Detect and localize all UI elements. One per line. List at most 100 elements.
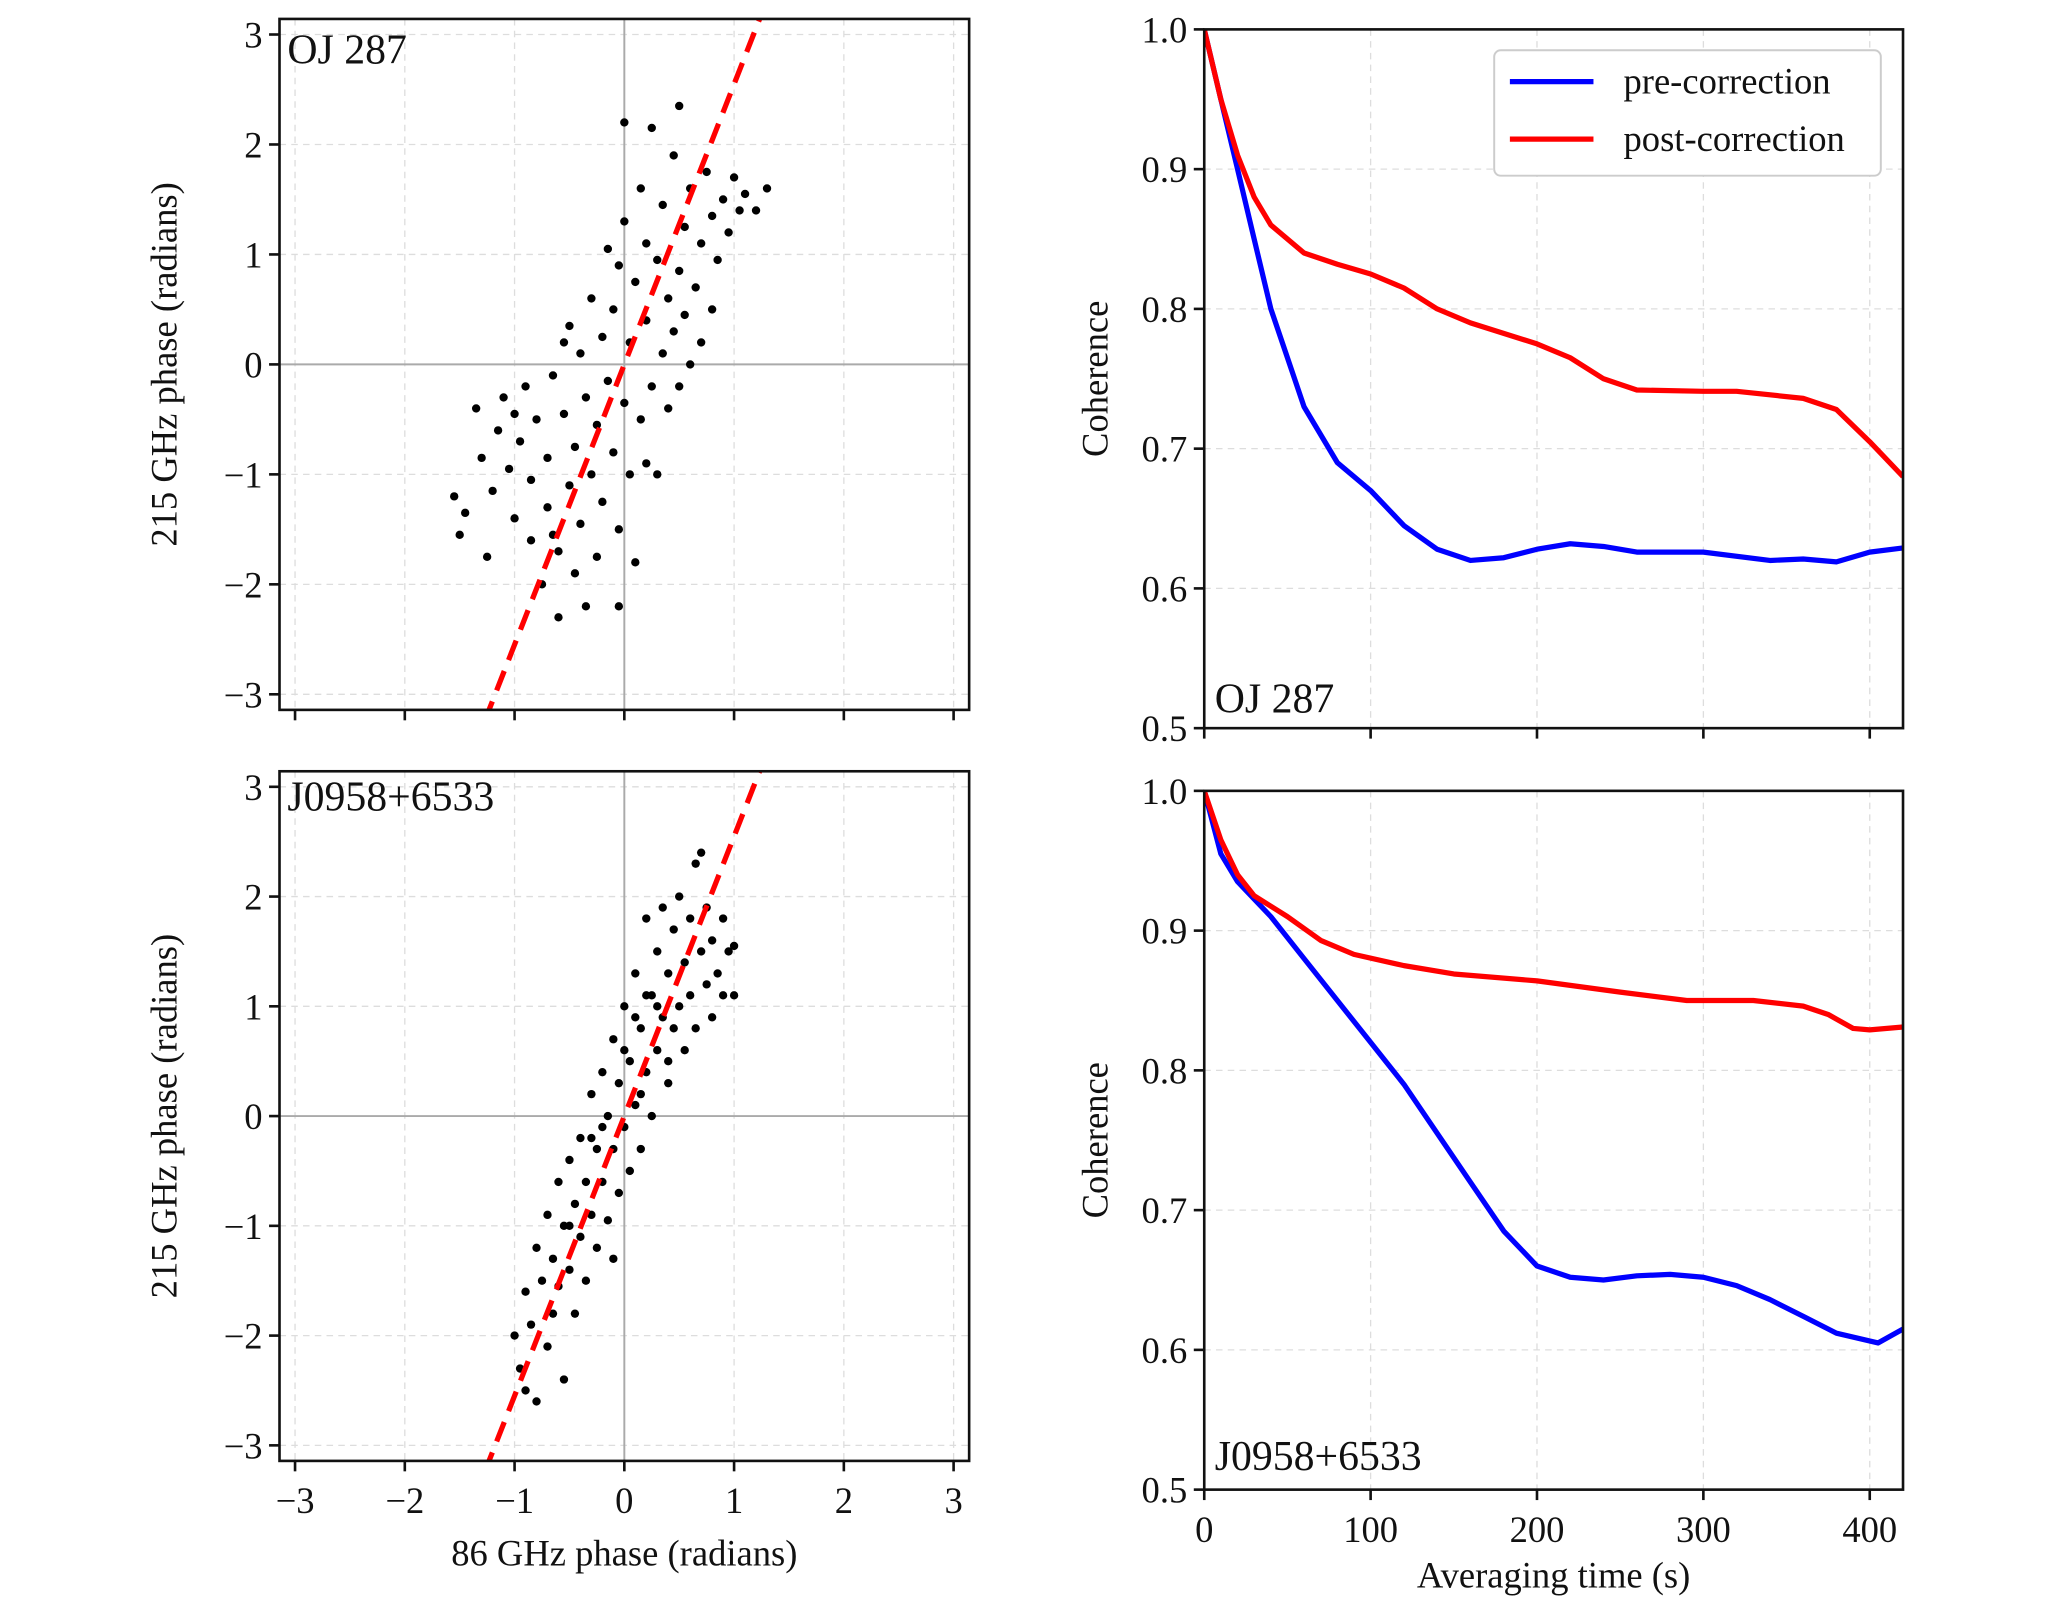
scatter-point	[636, 184, 645, 193]
scatter-point	[729, 941, 739, 951]
scatter-point	[587, 1210, 596, 1220]
scatter-point	[696, 239, 706, 248]
scatter-point	[581, 1177, 591, 1187]
scatter-point	[587, 1133, 596, 1143]
scatter-point	[735, 206, 744, 215]
scatter-point	[751, 206, 761, 215]
scatter-point	[592, 420, 602, 430]
axes-frame	[1202, 28, 1905, 730]
scatter-point	[680, 1046, 689, 1055]
series-line-post-correction	[1204, 29, 1904, 479]
scatter-point	[603, 1216, 613, 1225]
scatter-point	[570, 569, 580, 578]
scatter-point	[510, 514, 519, 523]
scatter-point	[587, 294, 596, 303]
scatter-point	[658, 903, 667, 912]
scatter-point	[515, 437, 525, 446]
scatter-point	[691, 283, 700, 292]
scatter-point	[537, 1276, 547, 1285]
y-tick-label: −3	[224, 674, 263, 715]
scatter-point	[565, 481, 574, 490]
scatter-point	[647, 123, 656, 133]
scatter-point	[559, 409, 569, 419]
scatter-point	[609, 305, 618, 314]
y-tick-label: −2	[224, 564, 263, 605]
scatter-point	[647, 382, 656, 391]
panel-label: OJ 287	[287, 27, 407, 73]
scatter-point	[653, 255, 662, 265]
scatter-point	[603, 376, 613, 386]
y-tick-label: 1	[244, 986, 262, 1027]
fit-line	[486, 771, 763, 1461]
scatter-point	[664, 404, 673, 413]
scatter-point	[548, 1254, 558, 1263]
y-tick-label: 0.8	[1142, 1050, 1188, 1091]
scatter-point	[658, 200, 667, 210]
x-tick-label: 100	[1343, 1509, 1398, 1550]
scatter-point	[620, 398, 629, 408]
scatter-point	[521, 1386, 530, 1395]
scatter-point	[526, 475, 536, 485]
scatter-point	[707, 305, 717, 314]
scatter-point	[543, 1210, 552, 1220]
y-tick-label: 0.7	[1142, 429, 1188, 470]
scatter-point	[554, 613, 563, 622]
scatter-point	[664, 1078, 673, 1088]
scatter-point	[460, 508, 470, 518]
scatter-point	[570, 1199, 580, 1209]
scatter-point	[576, 519, 585, 529]
y-tick-label: 0.9	[1142, 149, 1188, 190]
scatter-point	[620, 1046, 629, 1055]
scatter-point	[669, 327, 678, 336]
scatter-point	[642, 991, 651, 1000]
scatter-point	[504, 464, 514, 474]
scatter-point	[532, 1243, 541, 1252]
x-tick-label: 2	[835, 1480, 853, 1521]
scatter-point	[471, 404, 481, 413]
scatter-point	[691, 1024, 700, 1033]
scatter-point	[675, 1002, 684, 1011]
scatter-point	[482, 552, 492, 562]
x-axis-label: Averaging time (s)	[1417, 1555, 1690, 1596]
scatter-point	[587, 1089, 596, 1099]
scatter-point	[642, 239, 651, 248]
scatter-point	[532, 1397, 541, 1406]
x-tick-label: 0	[615, 1480, 633, 1521]
scatter-point	[669, 925, 678, 934]
legend: pre-correction post-correction	[1493, 49, 1882, 177]
scatter-point	[526, 536, 536, 545]
scatter-point	[587, 470, 596, 479]
scatter-point	[718, 991, 728, 1000]
x-tick-label: 1	[725, 1480, 743, 1521]
scatter-point	[707, 211, 717, 221]
scatter-point	[653, 1046, 662, 1055]
x-tick-label: 200	[1510, 1509, 1565, 1550]
scatter-point	[592, 1243, 602, 1252]
x-tick-label: −2	[385, 1480, 424, 1521]
scatter-point	[592, 552, 602, 562]
scatter-point	[592, 1144, 602, 1154]
scatter-point	[532, 415, 541, 424]
scatter-point	[581, 602, 591, 611]
scatter-point	[680, 310, 689, 320]
scatter-point	[642, 459, 651, 468]
scatter-point	[675, 382, 684, 391]
plot-area	[1204, 29, 1904, 565]
y-tick-label: 0.8	[1142, 289, 1188, 330]
scatter-point	[718, 195, 728, 204]
scatter-point	[510, 1331, 519, 1340]
scatter-point	[620, 118, 629, 127]
scatter-point	[724, 947, 733, 956]
scatter-point	[614, 602, 624, 611]
scatter-point	[625, 470, 634, 479]
scatter-point	[620, 1002, 629, 1011]
axes-frame	[1202, 789, 1905, 1491]
y-tick-label: −1	[224, 454, 263, 495]
scatter-point	[740, 189, 750, 199]
scatter-point	[570, 1309, 580, 1318]
plot-area	[279, 18, 970, 710]
series-line-post-correction	[1204, 790, 1904, 1033]
x-tick-label: 400	[1842, 1509, 1897, 1550]
y-tick-label: 0	[244, 1096, 262, 1137]
scatter-point	[521, 382, 530, 391]
